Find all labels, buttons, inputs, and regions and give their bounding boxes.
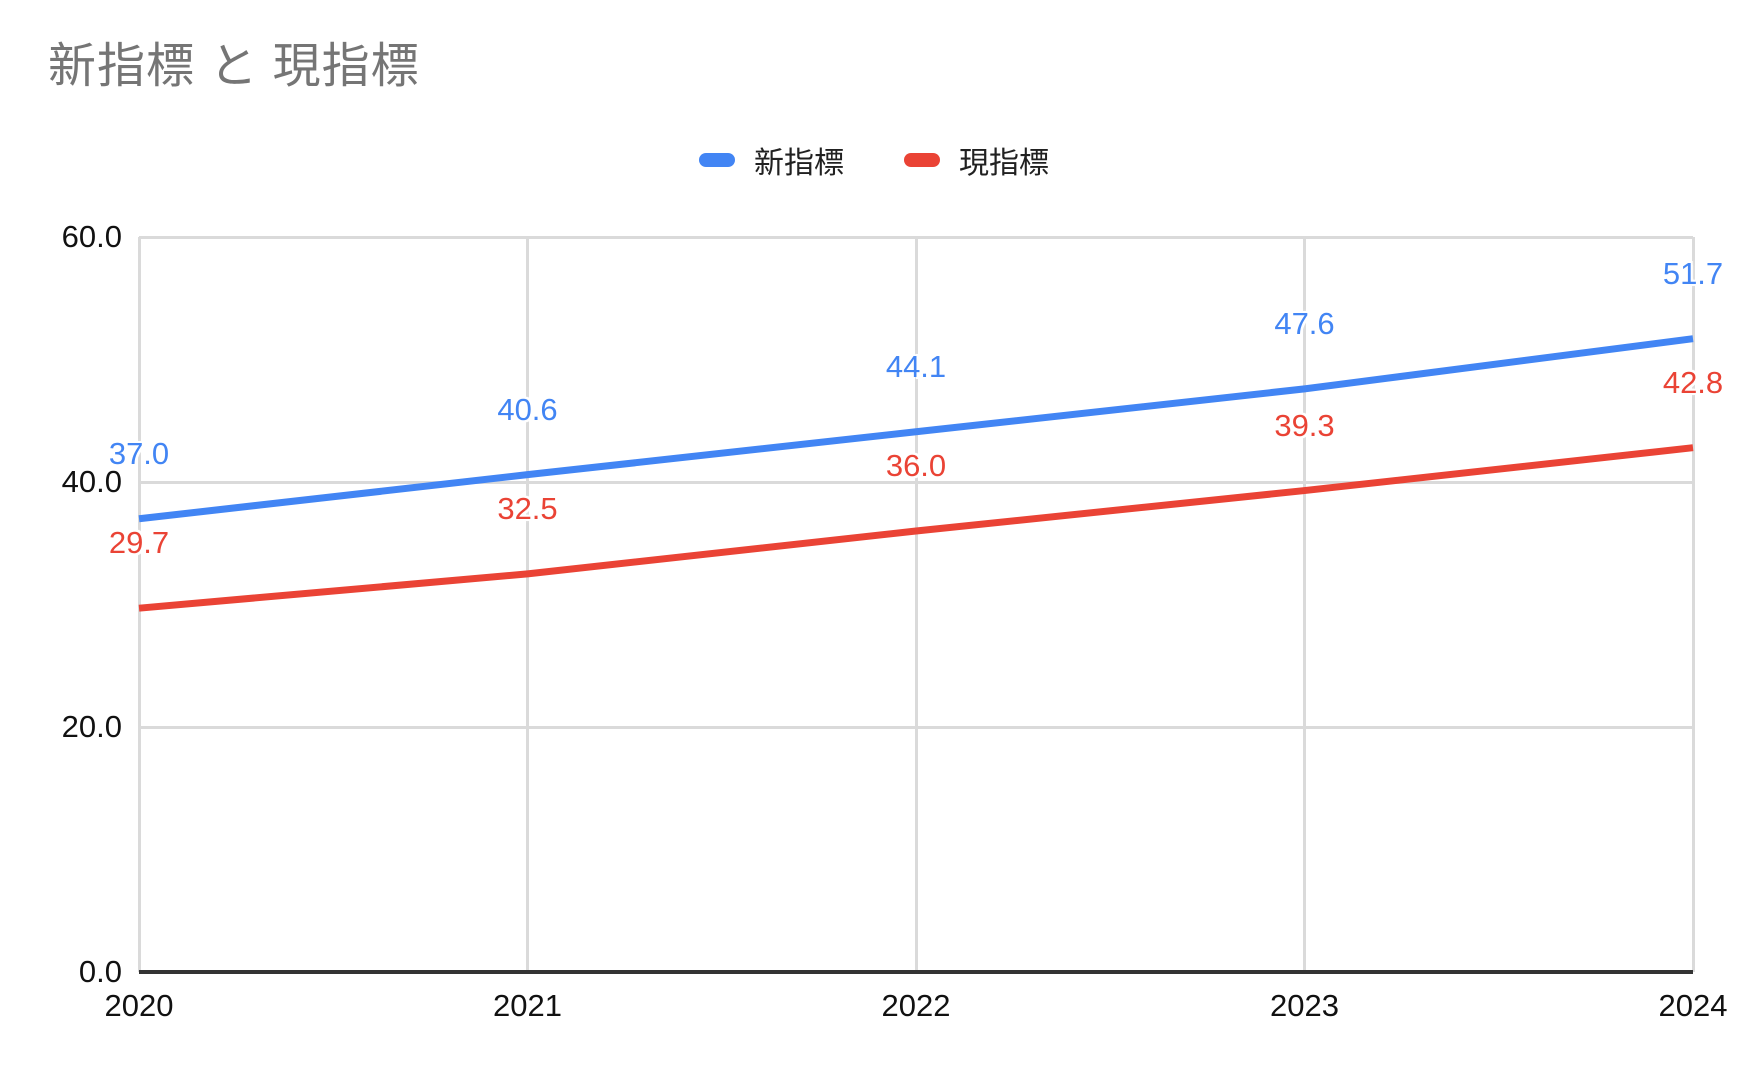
y-tick-label: 60.0 xyxy=(61,219,122,254)
data-label: 37.0 xyxy=(108,435,170,471)
gridline-horizontal xyxy=(139,235,1693,239)
data-label: 47.6 xyxy=(1274,305,1335,341)
gridline-horizontal xyxy=(139,480,1693,484)
data-label: 36.0 xyxy=(885,448,947,483)
series-line[interactable] xyxy=(138,444,1694,612)
chart-title: 新指標 と 現指標 xyxy=(48,40,420,93)
x-axis-line xyxy=(139,970,1693,974)
x-tick-label: 2022 xyxy=(881,988,951,1023)
data-label: 42.8 xyxy=(1662,364,1724,400)
legend-swatch xyxy=(699,153,735,167)
gridline-vertical xyxy=(526,237,529,972)
plot-area: 37.0 40.6 44.1 47.6 51.7 29.7 32.5 36.0 39.3 42.8 xyxy=(109,235,1723,974)
x-tick-label: 2021 xyxy=(493,988,562,1023)
y-tick-label: 0.0 xyxy=(78,954,122,989)
y-tick-label: 40.0 xyxy=(61,464,122,499)
x-tick-label: 2023 xyxy=(1270,988,1339,1023)
data-label: 32.5 xyxy=(497,490,558,526)
data-label: 40.6 xyxy=(497,391,558,427)
data-label: 44.1 xyxy=(885,348,947,384)
legend: 新指標 現指標 xyxy=(0,136,1748,184)
legend-swatch xyxy=(904,153,940,167)
legend-label: 新指標 xyxy=(754,147,844,180)
legend-item[interactable]: 新指標 xyxy=(699,138,844,182)
data-label: 51.7 xyxy=(1662,255,1724,291)
data-label: 39.3 xyxy=(1274,407,1335,443)
series-line[interactable] xyxy=(138,335,1694,523)
legend-item[interactable]: 現指標 xyxy=(904,138,1049,182)
series-layer xyxy=(138,335,1694,612)
y-tick-label: 20.0 xyxy=(61,709,122,744)
gridline-vertical xyxy=(1691,237,1695,972)
legend-label: 現指標 xyxy=(959,147,1049,180)
x-tick-label: 2020 xyxy=(104,988,174,1023)
gridline-vertical xyxy=(914,237,918,972)
gridline-vertical xyxy=(1303,237,1306,972)
x-tick-label: 2024 xyxy=(1658,988,1728,1023)
gridline-vertical xyxy=(137,237,141,972)
gridline-horizontal xyxy=(139,725,1693,729)
data-label: 29.7 xyxy=(108,525,170,561)
